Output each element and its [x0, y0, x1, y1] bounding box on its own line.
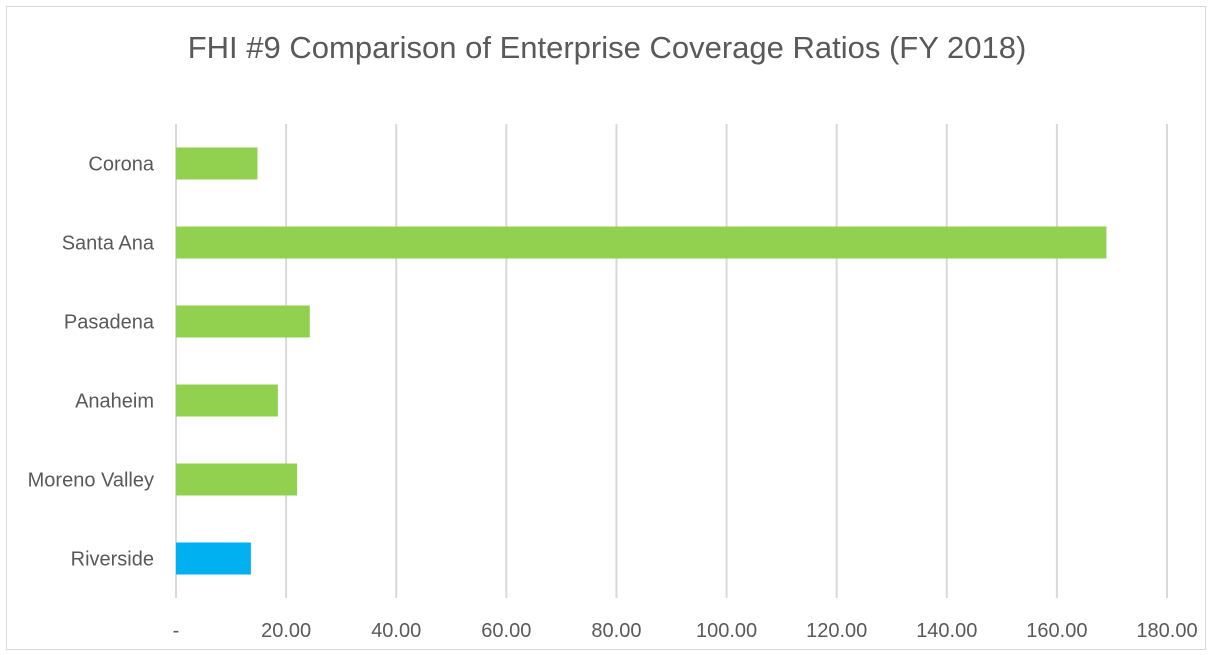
category-label: Anaheim: [75, 391, 154, 413]
x-tick-label: 160.00: [1026, 620, 1087, 642]
bar: [176, 463, 298, 496]
category-labels: Corona Santa Ana Pasadena Anaheim Moreno Val…: [28, 154, 155, 571]
x-tick-label: -: [173, 620, 180, 642]
bar: [176, 147, 258, 180]
x-tick-label: 80.00: [591, 620, 641, 642]
bar: [176, 226, 1107, 259]
x-tick-label: 100.00: [696, 620, 757, 642]
category-label: Riverside: [71, 549, 154, 571]
x-tick-label: 140.00: [916, 620, 977, 642]
category-label: Corona: [88, 154, 154, 176]
category-label: Pasadena: [64, 312, 155, 334]
x-tick-label: 40.00: [371, 620, 421, 642]
x-tick-labels: - 20.00 40.00 60.00 80.00 100.00 120.00 140.00 1…: [173, 620, 1198, 642]
bar: [176, 305, 310, 338]
bar: [176, 542, 251, 575]
x-tick-label: 60.00: [481, 620, 531, 642]
chart-frame: [6, 6, 1206, 650]
category-label: Moreno Valley: [28, 470, 154, 492]
chart-title: FHI #9 Comparison of Enterprise Coverage…: [187, 30, 1027, 65]
bars: [176, 147, 1107, 575]
gridlines: [175, 124, 1168, 598]
x-tick-label: 20.00: [261, 620, 311, 642]
bar: [176, 384, 278, 417]
x-tick-label: 120.00: [806, 620, 867, 642]
category-label: Santa Ana: [62, 233, 155, 255]
x-tick-label: 180.00: [1136, 620, 1197, 642]
